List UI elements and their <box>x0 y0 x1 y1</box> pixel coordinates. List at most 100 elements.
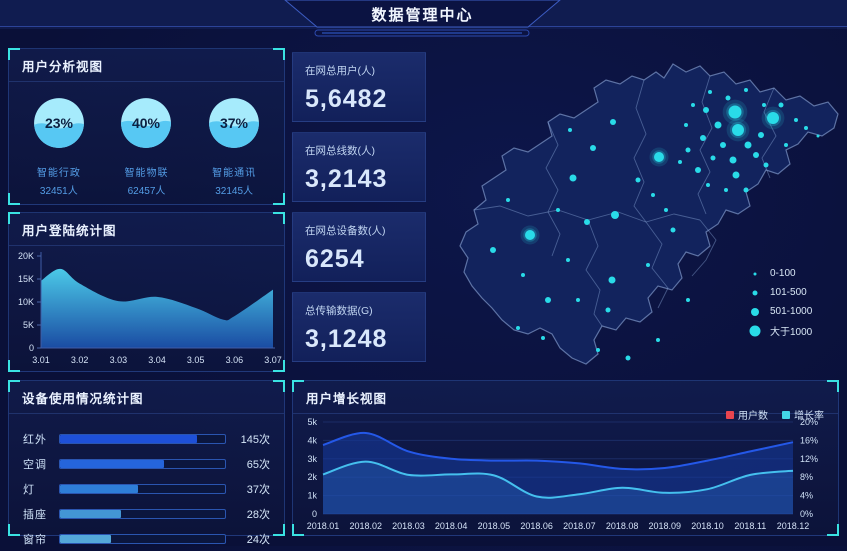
svg-text:4k: 4k <box>307 435 317 445</box>
bar-track <box>59 433 226 444</box>
svg-text:0: 0 <box>312 509 317 519</box>
map-legend: 0-100 101-500 501-1000 大于1000 <box>748 264 812 340</box>
svg-text:0%: 0% <box>800 509 813 519</box>
svg-text:2018.05: 2018.05 <box>478 521 511 531</box>
legend-swatch <box>782 410 790 419</box>
bar-value: 37次 <box>246 483 270 496</box>
map-outline <box>459 63 839 365</box>
bar-track <box>59 533 226 544</box>
gauge-group: 23% 智能行政 32451人 40% 智能物联 62457人 37% 智能通讯 32145人 <box>9 82 284 197</box>
gauge-circle: 37% <box>209 98 260 148</box>
growth-area-chart: 0 0% 1k 4% 2k 8% 3k 12% 4k 16% 5k 20% 2018.01 2018.02… <box>307 417 818 531</box>
legend-item-用户数: 用户数 <box>726 407 768 422</box>
map-legend-label: 大于1000 <box>770 327 813 338</box>
bar-fill <box>60 534 112 543</box>
gauge-count: 32451人 <box>39 186 78 197</box>
svg-text:2018.09: 2018.09 <box>649 521 682 531</box>
stat-label: 在网总设备数(人) <box>305 225 386 237</box>
bar-fill <box>60 459 164 468</box>
svg-text:2k: 2k <box>307 472 317 482</box>
panel-user-analysis-title: 用户分析视图 <box>9 49 284 82</box>
map-legend-label: 101-500 <box>770 287 807 298</box>
svg-text:2018.01: 2018.01 <box>307 521 340 531</box>
svg-text:40%: 40% <box>132 115 161 131</box>
bar-label: 红外 <box>23 433 47 446</box>
svg-text:2018.06: 2018.06 <box>520 521 553 531</box>
stat-value: 6254 <box>305 245 365 273</box>
map-legend-row: 501-1000 <box>748 302 812 321</box>
stat-label: 在网总用户(人) <box>305 65 375 77</box>
svg-text:3.07: 3.07 <box>264 355 282 365</box>
map-legend-label: 0-100 <box>770 268 796 279</box>
svg-text:5K: 5K <box>23 320 34 330</box>
svg-text:2018.11: 2018.11 <box>734 521 766 531</box>
svg-text:3k: 3k <box>307 454 317 464</box>
svg-text:2018.03: 2018.03 <box>392 521 425 531</box>
bar-row-2: 空调 65次 <box>23 451 270 476</box>
login-area-chart: 0 5K 10K 15K 20K 3.01 3.02 3.03 3.04 3.05 3.06 3.07 <box>18 251 282 365</box>
page-header: 数据管理中心 <box>0 0 847 40</box>
svg-text:2018.10: 2018.10 <box>691 521 724 531</box>
bar-value: 28次 <box>246 508 270 521</box>
bar-fill <box>60 434 197 443</box>
map-dot-layer <box>490 88 820 361</box>
svg-text:2018.02: 2018.02 <box>349 521 382 531</box>
gauge-3: 37% 智能通讯 32145人 <box>192 96 276 197</box>
panel-login-stats-title: 用户登陆统计图 <box>9 213 284 246</box>
bar-value: 145次 <box>240 433 270 446</box>
svg-text:15K: 15K <box>18 274 34 284</box>
page-title: 数据管理中心 <box>371 7 474 24</box>
stat-card-4: 总传输数据(G) 3,1248 <box>292 292 426 362</box>
bar-label: 空调 <box>23 458 47 471</box>
map-legend-row: 大于1000 <box>748 321 812 340</box>
svg-text:2018.12: 2018.12 <box>777 521 810 531</box>
svg-text:16%: 16% <box>800 435 818 445</box>
bar-fill <box>60 484 138 493</box>
gauge-count: 62457人 <box>127 186 166 197</box>
map-legend-row: 101-500 <box>748 283 812 302</box>
svg-text:3.05: 3.05 <box>187 355 205 365</box>
svg-text:0: 0 <box>29 343 34 353</box>
bar-row-3: 灯 37次 <box>23 476 270 501</box>
device-bar-chart: 红外 145次空调 65次灯 37次插座 28次窗帘 24次 <box>9 414 284 551</box>
svg-text:3.03: 3.03 <box>110 355 128 365</box>
gauge-1: 23% 智能行政 32451人 <box>17 96 101 197</box>
svg-text:10K: 10K <box>18 297 34 307</box>
bar-value: 24次 <box>246 533 270 546</box>
svg-text:8%: 8% <box>800 472 813 482</box>
panel-user-growth: 用户增长视图 用户数 增长率 0 0% 1k 4% 2k 8% 3k 12% 4k 16% 5k 20%… <box>292 380 839 536</box>
svg-text:20K: 20K <box>18 251 34 261</box>
map-legend-row: 0-100 <box>748 264 812 283</box>
map-legend-label: 501-1000 <box>770 306 813 317</box>
bar-label: 灯 <box>23 483 35 496</box>
map-legend-dot-icon <box>749 325 761 336</box>
svg-text:5k: 5k <box>307 417 317 427</box>
map-legend-dot-icon <box>752 290 758 295</box>
stat-value: 3,1248 <box>305 325 388 353</box>
stat-card-3: 在网总设备数(人) 6254 <box>292 212 426 282</box>
legend-label: 增长率 <box>794 411 824 422</box>
svg-text:1k: 1k <box>307 491 317 501</box>
svg-text:3.02: 3.02 <box>71 355 89 365</box>
svg-text:23%: 23% <box>45 115 74 131</box>
bar-track <box>59 508 226 519</box>
panel-device-usage-title: 设备使用情况统计图 <box>9 381 284 414</box>
legend-item-增长率: 增长率 <box>782 407 824 422</box>
svg-text:20%: 20% <box>800 417 818 427</box>
bar-track <box>59 483 226 494</box>
stat-value: 3,2143 <box>305 165 388 193</box>
bar-label: 插座 <box>23 508 47 521</box>
legend-swatch <box>726 410 734 419</box>
gauge-label: 智能物联 <box>124 168 169 179</box>
gauge-2: 40% 智能物联 62457人 <box>104 96 188 197</box>
map-region-borders <box>473 75 777 327</box>
bar-row-1: 红外 145次 <box>23 426 270 451</box>
panel-user-growth-title: 用户增长视图 <box>293 381 838 414</box>
gauge-count: 32145人 <box>215 186 254 197</box>
panel-user-analysis: 用户分析视图 23% 智能行政 32451人 40% 智能物联 62457人 37% 智能通讯… <box>8 48 285 205</box>
legend-label: 用户数 <box>738 411 768 422</box>
bar-label: 窗帘 <box>23 533 47 546</box>
bar-value: 65次 <box>246 458 270 471</box>
svg-text:3.04: 3.04 <box>148 355 166 365</box>
svg-text:2018.04: 2018.04 <box>435 521 468 531</box>
